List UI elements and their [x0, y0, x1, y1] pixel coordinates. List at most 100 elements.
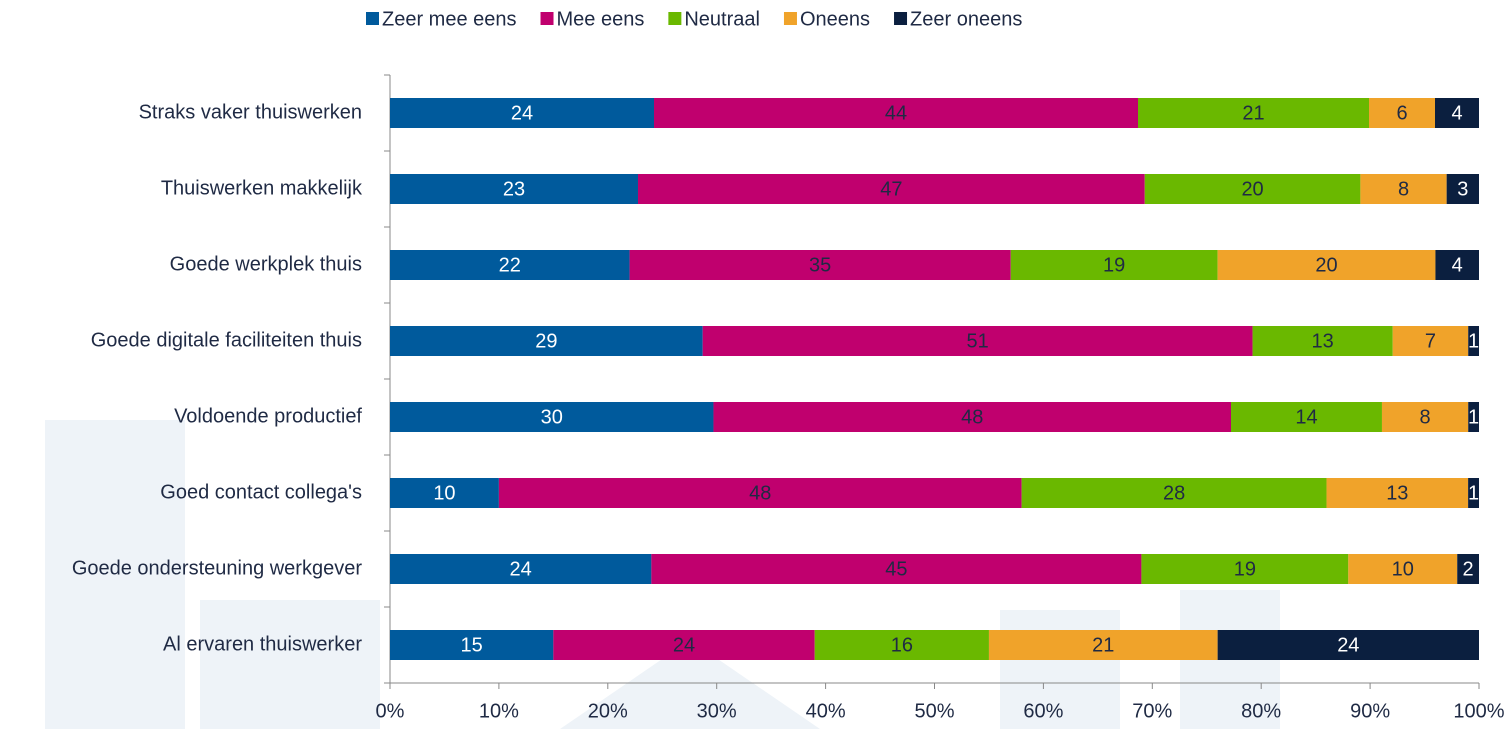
- bar-segment: [390, 630, 554, 660]
- bar-segment: [390, 478, 499, 508]
- data-label: 1: [1468, 406, 1479, 428]
- bar-segment: [651, 554, 1142, 584]
- data-label: 10: [433, 482, 455, 504]
- x-tick-label: 10%: [479, 700, 519, 722]
- x-tick-label: 50%: [914, 700, 954, 722]
- data-label: 22: [499, 254, 521, 276]
- category-label: Straks vaker thuiswerken: [139, 101, 362, 123]
- bar-segment: [1252, 326, 1393, 356]
- category-label: Goede werkplek thuis: [170, 253, 362, 275]
- bar-segment: [1141, 554, 1349, 584]
- data-label: 8: [1398, 178, 1409, 200]
- data-label: 16: [891, 634, 913, 656]
- bar-segment: [988, 630, 1218, 660]
- data-label: 48: [961, 406, 983, 428]
- data-label: 3: [1457, 178, 1468, 200]
- category-label: Al ervaren thuiswerker: [163, 633, 362, 655]
- legend-label: Zeer oneens: [910, 8, 1022, 30]
- legend-swatch: [366, 12, 379, 25]
- legend-label: Oneens: [800, 8, 870, 30]
- data-label: 45: [885, 558, 907, 580]
- bar-segment: [1010, 250, 1218, 280]
- category-label: Thuiswerken makkelijk: [161, 177, 363, 199]
- data-label: 24: [511, 102, 533, 124]
- legend-label: Neutraal: [684, 8, 760, 30]
- data-label: 24: [1337, 634, 1359, 656]
- bar-segment: [814, 630, 989, 660]
- bar-segment: [1381, 402, 1469, 432]
- legend-swatch: [540, 12, 554, 25]
- category-label: Goede digitale faciliteiten thuis: [91, 329, 362, 351]
- bar-segment: [1348, 554, 1458, 584]
- data-label: 13: [1312, 330, 1334, 352]
- legend-label: Mee eens: [557, 8, 645, 30]
- x-tick-label: 0%: [376, 700, 405, 722]
- bar-segment: [1144, 174, 1361, 204]
- data-label: 24: [673, 634, 695, 656]
- data-label: 20: [1241, 178, 1263, 200]
- data-label: 4: [1451, 102, 1462, 124]
- bar-segment: [1138, 98, 1369, 128]
- x-tick-label: 100%: [1453, 700, 1504, 722]
- data-label: 4: [1452, 254, 1463, 276]
- data-label: 10: [1392, 558, 1414, 580]
- data-label: 21: [1242, 102, 1264, 124]
- bar-segment: [1435, 98, 1479, 128]
- data-label: 1: [1468, 482, 1479, 504]
- legend-swatch: [668, 12, 682, 25]
- bar-segment: [553, 630, 815, 660]
- bar-segment: [390, 98, 654, 128]
- bar-segment: [702, 326, 1253, 356]
- data-label: 28: [1163, 482, 1185, 504]
- data-label: 35: [809, 254, 831, 276]
- data-label: 29: [535, 330, 557, 352]
- data-label: 19: [1234, 558, 1256, 580]
- data-label: 51: [967, 330, 989, 352]
- data-label: 24: [510, 558, 532, 580]
- bar-segment: [713, 402, 1232, 432]
- bar-segment: [1369, 98, 1435, 128]
- bar-segment: [498, 478, 1022, 508]
- bar-segment: [1457, 554, 1479, 584]
- legend-label: Zeer mee eens: [382, 8, 517, 30]
- data-label: 15: [461, 634, 483, 656]
- legend-swatch: [783, 12, 797, 25]
- bar-segment: [654, 98, 1138, 128]
- category-label: Voldoende productief: [174, 405, 362, 427]
- data-label: 44: [885, 102, 907, 124]
- bar-segment: [1435, 250, 1479, 280]
- x-tick-label: 30%: [697, 700, 737, 722]
- data-label: 21: [1092, 634, 1114, 656]
- x-tick-label: 90%: [1350, 700, 1390, 722]
- category-label: Goede ondersteuning werkgever: [72, 557, 363, 579]
- bar-segment: [1360, 174, 1447, 204]
- bar-segment: [1217, 630, 1479, 660]
- data-label: 47: [880, 178, 902, 200]
- data-label: 23: [503, 178, 525, 200]
- data-label: 13: [1386, 482, 1408, 504]
- bar-segment: [1468, 402, 1479, 432]
- bar-segment: [390, 326, 703, 356]
- bar-segment: [1231, 402, 1382, 432]
- data-label: 6: [1396, 102, 1407, 124]
- data-label: 48: [749, 482, 771, 504]
- data-label: 7: [1425, 330, 1436, 352]
- category-label: Goed contact collega's: [160, 481, 362, 503]
- bar-segment: [1468, 326, 1479, 356]
- bar-segment: [1021, 478, 1327, 508]
- x-tick-label: 70%: [1132, 700, 1172, 722]
- data-label: 20: [1315, 254, 1337, 276]
- data-label: 8: [1420, 406, 1431, 428]
- data-label: 1: [1468, 330, 1479, 352]
- data-label: 19: [1103, 254, 1125, 276]
- bar-segment: [1217, 250, 1436, 280]
- x-tick-label: 60%: [1023, 700, 1063, 722]
- x-tick-label: 80%: [1241, 700, 1281, 722]
- x-tick-label: 20%: [588, 700, 628, 722]
- bar-segment: [390, 250, 630, 280]
- data-label: 30: [541, 406, 563, 428]
- bar-segment: [637, 174, 1145, 204]
- bar-segment: [629, 250, 1011, 280]
- legend-swatch: [894, 12, 908, 25]
